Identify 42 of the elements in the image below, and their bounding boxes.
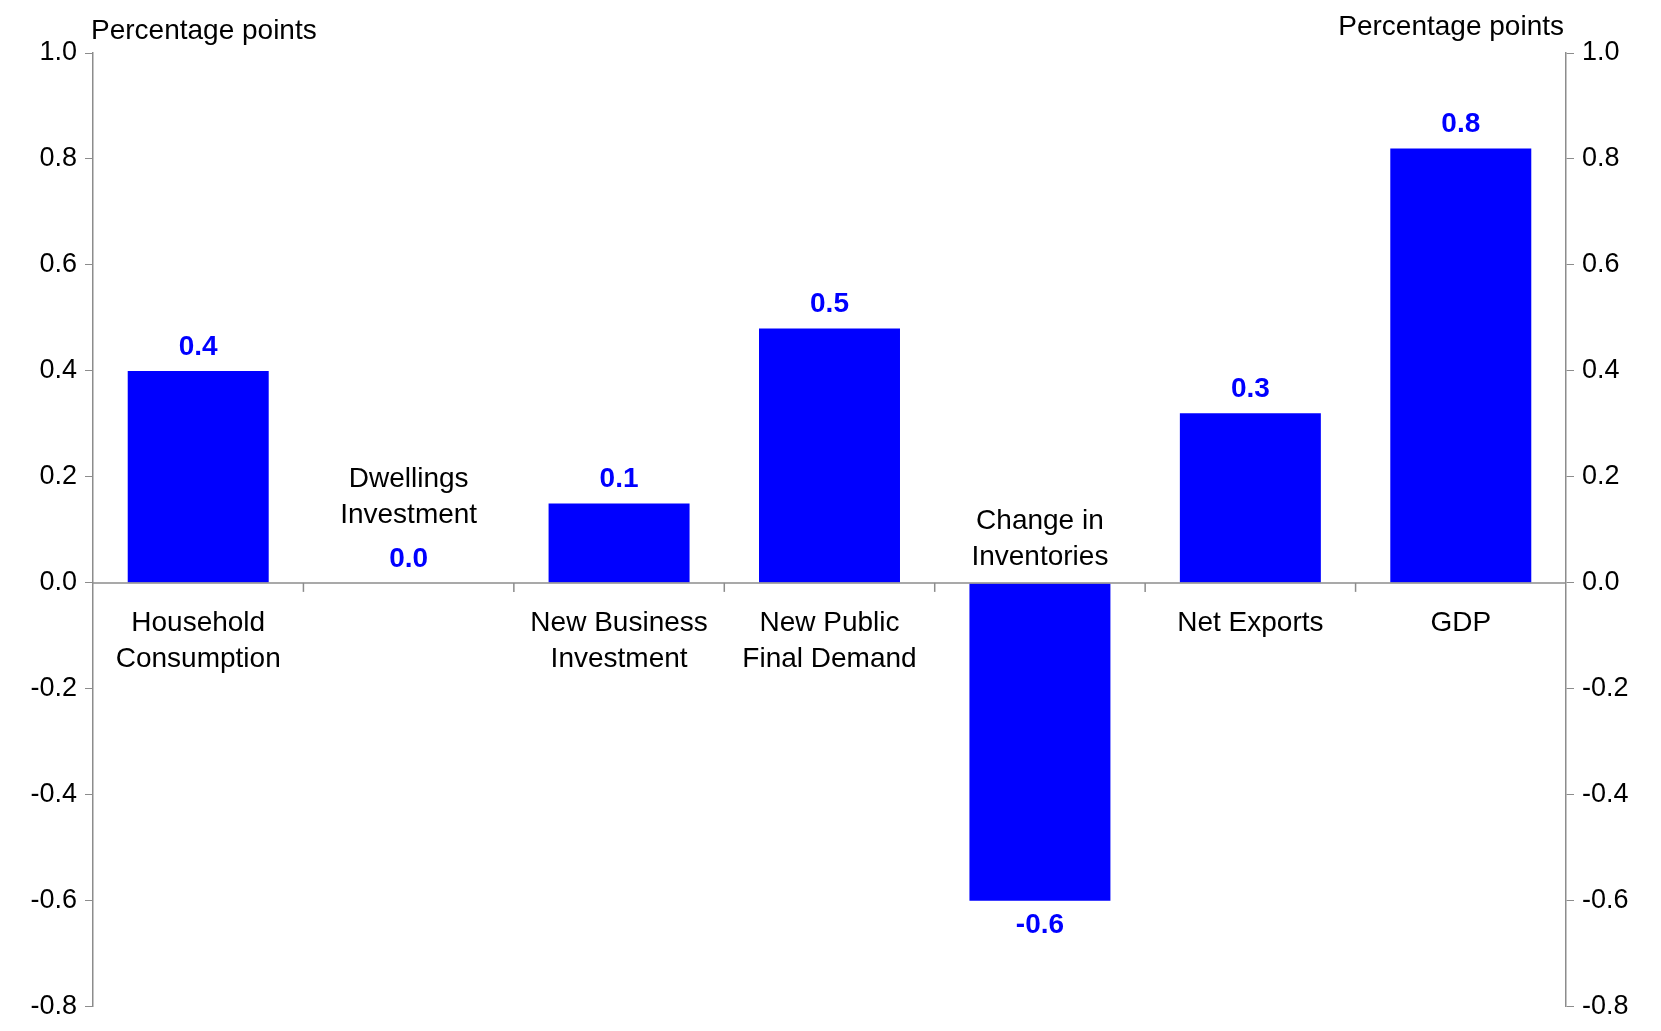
data-label: 0.0 (389, 541, 429, 573)
y2-tick-label: 1.0 (1582, 36, 1620, 67)
data-label: 0.3 (1230, 372, 1270, 404)
bar (548, 503, 690, 583)
y-tick-label: -0.4 (30, 778, 77, 809)
bar (759, 328, 900, 583)
y-tick-label: -0.8 (30, 990, 77, 1021)
y2-tick-label: -0.2 (1582, 672, 1629, 703)
x-tick-label: Dwellings Investment (340, 461, 478, 529)
y-axis-title: Percentage points (91, 13, 317, 45)
y2-tick-label: 0.0 (1582, 566, 1620, 597)
y-tick-label: 0.8 (39, 142, 77, 173)
y-tick-label: 1.0 (39, 36, 77, 67)
data-label: -0.6 (1015, 907, 1065, 939)
y-tick-label: 0.6 (39, 248, 77, 279)
y2-tick-label: 0.4 (1582, 354, 1620, 385)
x-tick-label: Change in Inventories (971, 503, 1109, 571)
x-tick-label: Net Exports (1177, 605, 1324, 637)
data-label: 0.4 (178, 329, 219, 361)
y-tick-label: -0.6 (30, 884, 77, 915)
y-tick-label: 0.2 (39, 460, 77, 491)
x-tick-label: Household Consumption (115, 605, 281, 673)
y2-tick-label: -0.8 (1582, 990, 1629, 1021)
y-tick-label: 0.0 (39, 566, 77, 597)
bar (969, 583, 1111, 901)
x-tick-label: New Public Final Demand (742, 605, 917, 673)
y2-tick-label: -0.4 (1582, 778, 1629, 809)
bar (1390, 148, 1532, 583)
x-tick-label: New Business Investment (530, 605, 708, 673)
y2-tick-label: 0.8 (1582, 142, 1620, 173)
y-tick-label: -0.2 (30, 672, 77, 703)
y2-tick-label: -0.6 (1582, 884, 1629, 915)
bar (1179, 413, 1321, 583)
data-label: 0.8 (1441, 107, 1481, 139)
y2-tick-label: 0.6 (1582, 248, 1620, 279)
bar (127, 370, 269, 583)
x-tick-label: GDP (1430, 605, 1492, 637)
y2-axis-title: Percentage points (1338, 9, 1564, 41)
y-tick-label: 0.4 (39, 354, 77, 385)
data-label: 0.5 (810, 287, 849, 319)
data-label: 0.1 (599, 462, 639, 494)
y2-tick-label: 0.2 (1582, 460, 1620, 491)
